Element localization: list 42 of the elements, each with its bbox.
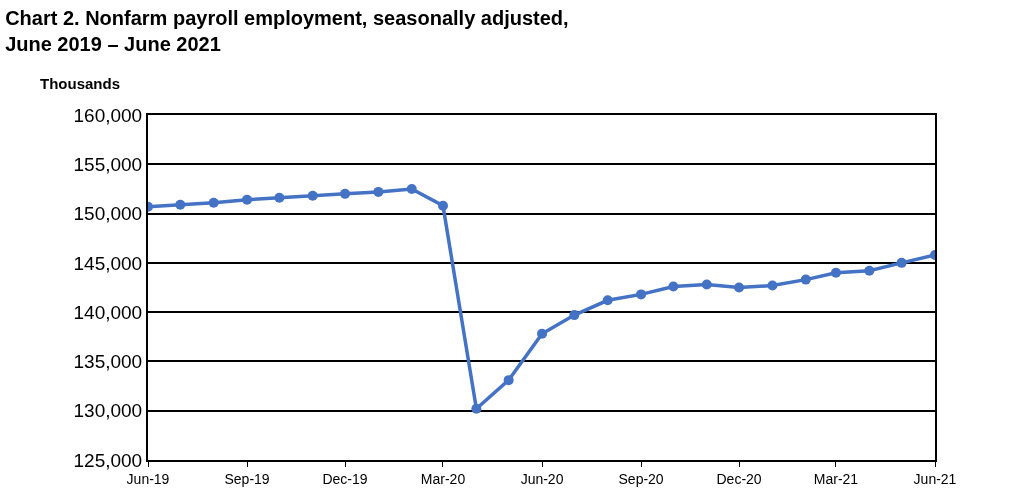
- x-tick-label: Jun-19: [126, 470, 170, 487]
- y-tick-label: 150,000: [73, 203, 143, 225]
- y-tick-label: 125,000: [73, 449, 143, 471]
- x-tick-label: Dec-19: [322, 470, 368, 487]
- point: [896, 257, 907, 268]
- y-tick-label: 140,000: [73, 301, 143, 323]
- point: [830, 267, 841, 278]
- point: [636, 289, 647, 300]
- point: [175, 199, 186, 210]
- point: [800, 274, 811, 285]
- point: [701, 279, 712, 290]
- point: [734, 282, 745, 293]
- y-axis-title: Thousands: [40, 75, 121, 92]
- y-tick-label: 135,000: [73, 351, 143, 373]
- point: [340, 188, 351, 199]
- x-tick-label: Mar-20: [420, 470, 466, 487]
- x-tick-label: Dec-20: [716, 470, 762, 487]
- x-tick-label: Mar-21: [813, 470, 859, 487]
- point: [767, 280, 778, 291]
- point: [373, 186, 384, 197]
- point: [471, 403, 482, 414]
- x-tick-label: Sep-20: [618, 470, 664, 487]
- x-tick-label: Sep-19: [224, 470, 270, 487]
- point: [503, 375, 514, 386]
- y-tick-label: 130,000: [73, 400, 143, 422]
- point: [274, 192, 285, 203]
- chart-title: Chart 2. Nonfarm payroll employment, seasonally adjusted, June 2019 – June 2021: [5, 7, 569, 55]
- point: [602, 295, 613, 306]
- point: [208, 197, 219, 208]
- x-tick-label: Jun-20: [520, 470, 564, 487]
- point: [864, 265, 875, 276]
- y-tick-label: 145,000: [73, 252, 143, 274]
- point: [569, 310, 580, 321]
- point: [668, 281, 679, 292]
- point: [437, 200, 448, 211]
- point: [242, 194, 253, 205]
- y-tick-label: 160,000: [73, 104, 143, 126]
- point: [537, 328, 548, 339]
- x-tick-label: Jun-21: [913, 470, 957, 487]
- y-tick-label: 155,000: [73, 153, 143, 175]
- point: [307, 190, 318, 201]
- point: [406, 183, 417, 194]
